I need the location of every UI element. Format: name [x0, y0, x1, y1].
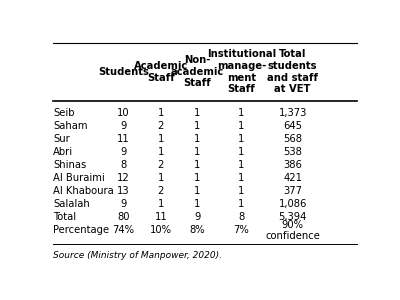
- Text: 538: 538: [283, 147, 302, 157]
- Text: 1: 1: [194, 173, 200, 183]
- Text: 10: 10: [117, 108, 130, 118]
- Text: 8: 8: [120, 160, 127, 170]
- Text: 1: 1: [238, 173, 245, 183]
- Text: 10%: 10%: [150, 225, 172, 236]
- Text: Shinas: Shinas: [53, 160, 86, 170]
- Text: 1: 1: [158, 173, 164, 183]
- Text: 1: 1: [194, 121, 200, 131]
- Text: Total
students
and staff
at VET: Total students and staff at VET: [267, 50, 318, 94]
- Text: 11: 11: [154, 212, 167, 222]
- Text: 9: 9: [120, 147, 127, 157]
- Text: 2: 2: [158, 160, 164, 170]
- Text: 9: 9: [120, 121, 127, 131]
- Text: Academic
Staff: Academic Staff: [134, 61, 188, 82]
- Text: Non-
academic
Staff: Non- academic Staff: [171, 55, 224, 88]
- Text: 386: 386: [283, 160, 302, 170]
- Text: Sur: Sur: [53, 134, 70, 144]
- Text: 80: 80: [117, 212, 130, 222]
- Text: 11: 11: [117, 134, 130, 144]
- Text: 1: 1: [158, 199, 164, 209]
- Text: 12: 12: [117, 173, 130, 183]
- Text: 1: 1: [158, 108, 164, 118]
- Text: 1: 1: [158, 147, 164, 157]
- Text: 9: 9: [120, 199, 127, 209]
- Text: Students: Students: [98, 67, 149, 77]
- Text: 1: 1: [194, 186, 200, 196]
- Text: 13: 13: [117, 186, 130, 196]
- Text: 1: 1: [194, 134, 200, 144]
- Text: Al Buraimi: Al Buraimi: [53, 173, 105, 183]
- Text: 90%
confidence: 90% confidence: [265, 220, 320, 241]
- Text: 1,373: 1,373: [278, 108, 307, 118]
- Text: Institutional
manage-
ment
Staff: Institutional manage- ment Staff: [207, 50, 276, 94]
- Text: 645: 645: [283, 121, 302, 131]
- Text: 1: 1: [238, 160, 245, 170]
- Text: 7%: 7%: [234, 225, 249, 236]
- Text: 8%: 8%: [190, 225, 205, 236]
- Text: Saham: Saham: [53, 121, 88, 131]
- Text: Source (Ministry of Manpower, 2020).: Source (Ministry of Manpower, 2020).: [53, 251, 222, 260]
- Text: 2: 2: [158, 121, 164, 131]
- Text: 74%: 74%: [113, 225, 135, 236]
- Text: 1: 1: [238, 199, 245, 209]
- Text: 1: 1: [238, 121, 245, 131]
- Text: Percentage: Percentage: [53, 225, 109, 236]
- Text: Seib: Seib: [53, 108, 74, 118]
- Text: 377: 377: [283, 186, 302, 196]
- Text: 2: 2: [158, 186, 164, 196]
- Text: 5,394: 5,394: [278, 212, 307, 222]
- Text: Total: Total: [53, 212, 76, 222]
- Text: 1: 1: [238, 186, 245, 196]
- Text: 1: 1: [194, 160, 200, 170]
- Text: Al Khaboura: Al Khaboura: [53, 186, 114, 196]
- Text: Salalah: Salalah: [53, 199, 90, 209]
- Text: 1: 1: [238, 147, 245, 157]
- Text: 8: 8: [238, 212, 244, 222]
- Text: 568: 568: [283, 134, 302, 144]
- Text: 1: 1: [194, 199, 200, 209]
- Text: 421: 421: [283, 173, 302, 183]
- Text: 9: 9: [194, 212, 200, 222]
- Text: 1: 1: [158, 134, 164, 144]
- Text: 1: 1: [238, 134, 245, 144]
- Text: 1: 1: [238, 108, 245, 118]
- Text: 1: 1: [194, 108, 200, 118]
- Text: Abri: Abri: [53, 147, 73, 157]
- Text: 1,086: 1,086: [278, 199, 307, 209]
- Text: 1: 1: [194, 147, 200, 157]
